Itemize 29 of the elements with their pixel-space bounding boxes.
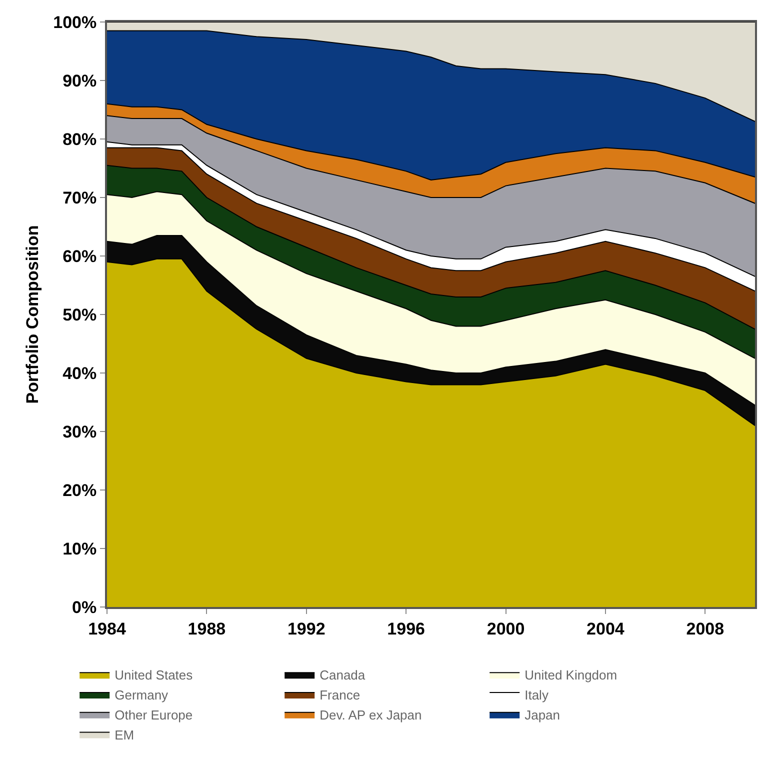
x-tick-label: 1988 <box>188 619 226 638</box>
y-tick-label: 60% <box>62 246 97 266</box>
legend-label: Japan <box>524 707 560 722</box>
y-tick-label: 90% <box>62 71 97 90</box>
legend-label: Italy <box>524 688 549 703</box>
x-tick-label: 2000 <box>486 619 525 638</box>
x-tick-label: 1984 <box>88 619 126 638</box>
x-tick-label: 2008 <box>686 619 724 638</box>
legend-label: EM <box>114 727 134 742</box>
legend-label: Germany <box>114 688 169 703</box>
y-axis-title: Portfolio Composition <box>23 225 42 404</box>
legend-label: Dev. AP ex Japan <box>320 707 422 722</box>
y-tick-label: 10% <box>62 539 97 558</box>
y-tick-label: 0% <box>72 598 97 617</box>
y-tick-label: 20% <box>62 480 97 500</box>
legend-label: United States <box>114 668 194 683</box>
y-tick-label: 40% <box>62 364 97 383</box>
x-tick-label: 1996 <box>387 619 425 638</box>
y-tick-label: 70% <box>62 188 97 208</box>
y-tick-label: 100% <box>53 12 97 32</box>
y-tick-label: 30% <box>62 422 97 442</box>
legend-label: France <box>320 688 360 703</box>
legend-label: Canada <box>320 668 366 683</box>
y-tick-label: 50% <box>62 305 97 324</box>
x-tick-label: 2004 <box>586 619 625 638</box>
y-tick-label: 80% <box>62 130 97 149</box>
x-tick-label: 1992 <box>287 619 326 638</box>
legend-label: Other Europe <box>114 707 193 722</box>
legend-label: United Kingdom <box>524 668 618 683</box>
